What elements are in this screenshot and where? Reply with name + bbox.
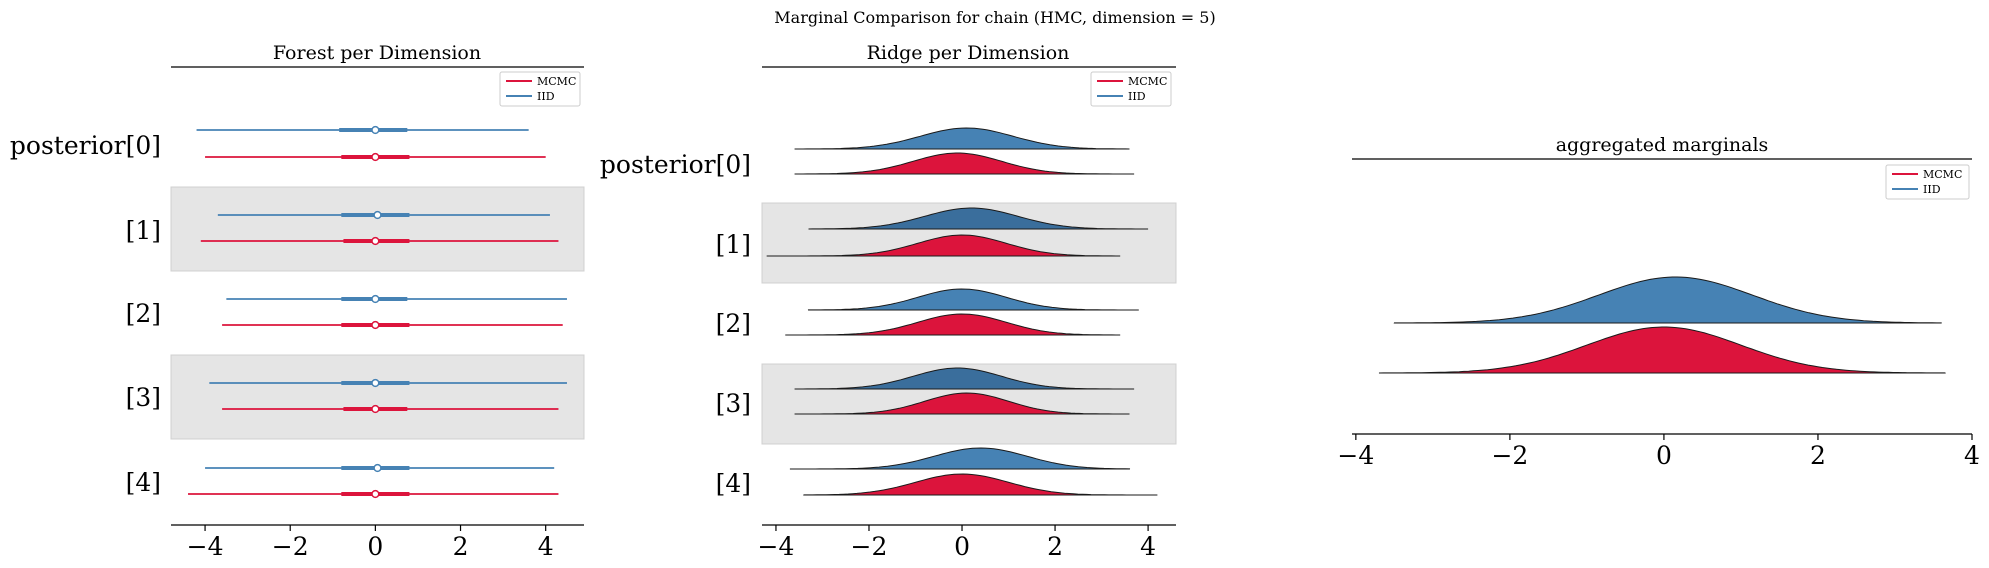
forest-mcmc-median-point (371, 320, 380, 330)
aggregated-tick-label: −2 (1491, 441, 1528, 470)
forest-mcmc-median-point (371, 489, 380, 499)
ridge-tick-label: 4 (1140, 532, 1156, 561)
aggregated-tick-label: 2 (1810, 441, 1826, 470)
aggregated-legend: MCMC IID (1885, 164, 1970, 200)
forest-mcmc-median-point (371, 236, 380, 246)
aggregated-tick-label: 0 (1656, 441, 1672, 470)
ridge-iid-density (794, 127, 1130, 150)
forest-mcmc-median-point (371, 404, 380, 414)
ridge-iid-density (789, 447, 1131, 470)
forest-legend-mcmc-label: MCMC (537, 75, 576, 88)
forest-panel-title: Forest per Dimension (273, 42, 481, 64)
aggregated-legend-iid-label: IID (1923, 183, 1941, 196)
forest-legend: MCMC IID (499, 71, 581, 107)
aggregated-mcmc-density (1378, 326, 1946, 374)
ridge-iid-density (794, 367, 1135, 390)
ridge-tick-label: −4 (758, 532, 795, 561)
forest-tick-label: −4 (187, 532, 224, 561)
ridge-row-label: posterior[0] (600, 150, 751, 179)
forest-iid-median-point (373, 463, 382, 473)
forest-iid-median-point (371, 125, 380, 135)
ridge-legend: MCMC IID (1090, 71, 1172, 107)
ridge-row-label: [4] (716, 469, 751, 498)
forest-row-band (170, 186, 585, 272)
ridge-row-label: [2] (716, 309, 751, 338)
forest-iid-median-point (373, 210, 382, 220)
forest-panel: Forest per Dimension posterior[0] [1] [2] [… (10, 42, 585, 561)
aggregated-panel: aggregated marginals −4 −2 0 2 4 MCMC IID (1337, 134, 1980, 470)
ridge-tick-label: 2 (1047, 532, 1063, 561)
forest-tick-label: 4 (538, 532, 554, 561)
ridge-mcmc-density (803, 473, 1158, 496)
forest-row-label: posterior[0] (10, 131, 161, 160)
forest-row-label: [1] (126, 216, 161, 245)
ridge-tick-label: −2 (851, 532, 888, 561)
forest-mcmc-median-point (371, 152, 380, 162)
forest-tick-label: 2 (453, 532, 469, 561)
aggregated-panel-title: aggregated marginals (1556, 134, 1769, 156)
forest-row-label: [2] (126, 299, 161, 328)
aggregated-legend-mcmc-label: MCMC (1923, 168, 1962, 181)
aggregated-tick-label: 4 (1964, 441, 1980, 470)
ridge-iid-density (808, 207, 1149, 230)
ridge-row-label: [3] (716, 389, 751, 418)
ridge-tick-label: 0 (954, 532, 970, 561)
ridge-iid-density (807, 288, 1139, 311)
ridge-mcmc-density (794, 152, 1135, 175)
aggregated-tick-label: −4 (1337, 441, 1374, 470)
aggregated-iid-density (1393, 276, 1942, 324)
figure-suptitle: Marginal Comparison for chain (HMC, dime… (774, 8, 1215, 27)
ridge-panel: Ridge per Dimension posterior[0] [1] [2] [3… (600, 42, 1177, 561)
ridge-panel-title: Ridge per Dimension (867, 42, 1070, 64)
ridge-mcmc-density (794, 392, 1130, 415)
forest-iid-median-point (371, 294, 380, 304)
forest-legend-iid-label: IID (537, 90, 555, 103)
forest-row-band (170, 354, 585, 440)
ridge-row-label: [1] (716, 230, 751, 259)
ridge-legend-iid-label: IID (1128, 90, 1146, 103)
forest-row-label: [4] (126, 468, 161, 497)
forest-tick-label: −2 (272, 532, 309, 561)
forest-row-label: [3] (126, 383, 161, 412)
ridge-mcmc-density (766, 234, 1121, 257)
ridge-mcmc-density (785, 313, 1121, 336)
forest-tick-label: 0 (367, 532, 383, 561)
ridge-legend-mcmc-label: MCMC (1128, 75, 1167, 88)
forest-iid-median-point (371, 378, 380, 388)
